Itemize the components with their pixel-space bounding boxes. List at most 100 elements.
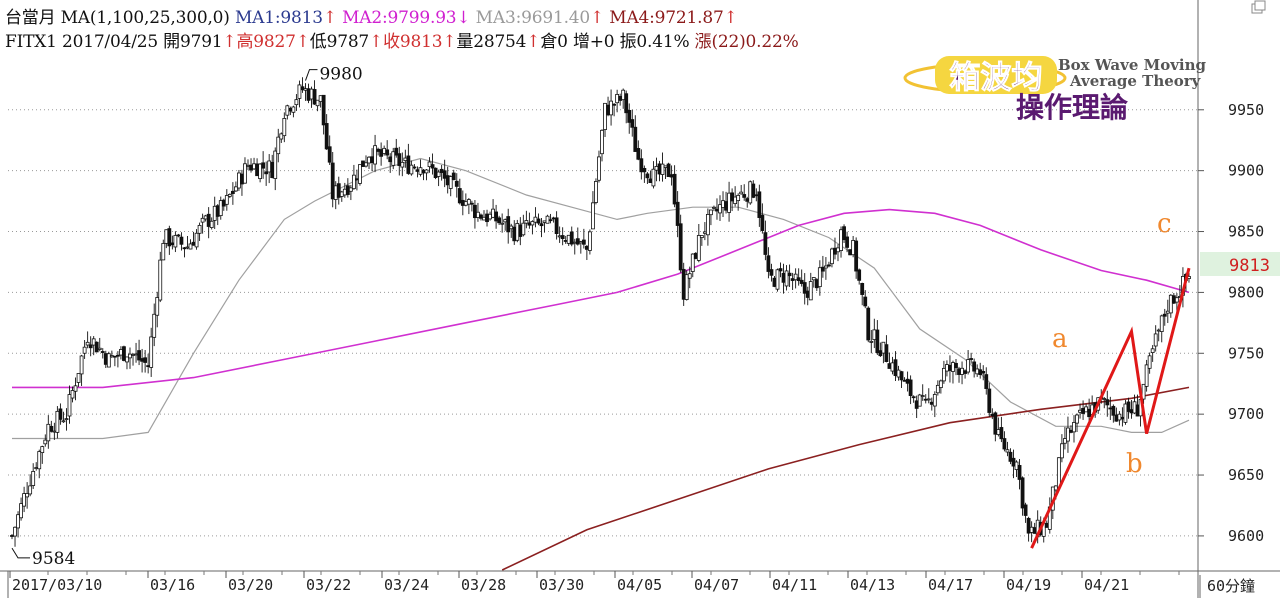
header-segment: ↓ [456, 8, 476, 28]
candle-body [264, 171, 269, 175]
window-restore-icon[interactable] [1250, 0, 1268, 16]
header-segment: ↑ [322, 8, 343, 28]
candle-body [612, 103, 617, 106]
candle-body [1147, 355, 1152, 369]
candle-body [103, 353, 108, 365]
candle-body [1105, 399, 1110, 406]
ma-long-line [501, 386, 1190, 571]
last-price-tag [1200, 252, 1280, 276]
candle-body [491, 208, 495, 218]
candle-body [1014, 461, 1019, 470]
candle-body [917, 394, 922, 407]
candle-body [115, 354, 120, 357]
header-segment: 低9787 [309, 32, 370, 52]
candle-body [872, 329, 877, 340]
candle-body [890, 362, 895, 372]
candle-body [627, 110, 632, 123]
candle-body [981, 371, 986, 374]
header-segment: 倉0 增+0 振0.41% [540, 32, 695, 52]
candle-body [469, 202, 474, 205]
header-segment: MA4:9721.87 [609, 8, 724, 28]
candle-body [506, 216, 511, 233]
candle-body [194, 232, 199, 248]
candle-body [1008, 451, 1013, 462]
candle-body [951, 362, 955, 372]
candle-body [929, 401, 934, 405]
candle-body [896, 369, 901, 378]
chart-annotations: 9980 9584 a b c 9813 [11, 64, 1280, 569]
candle-body [509, 225, 514, 230]
candle-body [766, 255, 771, 272]
y-tick-label: 9850 [1228, 223, 1264, 241]
candle-body [170, 242, 175, 246]
candle-body [13, 526, 17, 537]
candle-body [609, 100, 613, 116]
candle-body [497, 217, 502, 224]
candle-body [355, 178, 359, 181]
candle-body [757, 191, 762, 218]
candle-body [348, 187, 353, 192]
candle-body [255, 163, 259, 177]
candle-body [920, 395, 925, 397]
candle-body [1117, 413, 1122, 421]
candle-body [1026, 517, 1031, 534]
candle-body [699, 235, 704, 238]
candle-body [969, 358, 974, 360]
candle-body [227, 193, 232, 197]
candle-body [736, 194, 741, 202]
candle-body [70, 390, 75, 399]
candle-body [282, 118, 287, 137]
candle-body [457, 188, 462, 204]
candle-body [554, 217, 559, 235]
candle-body [258, 163, 263, 180]
x-tick-label: 04/17 [928, 576, 973, 594]
candle-body [294, 99, 299, 106]
candle-body [285, 105, 290, 116]
candle-body [412, 166, 417, 169]
candle-body [1120, 416, 1125, 420]
candle-body [391, 151, 396, 166]
candle-body [594, 181, 598, 203]
candle-body [158, 259, 163, 301]
ma-mid-line [12, 208, 1190, 389]
candle-body [1111, 405, 1116, 416]
candle-body [1150, 348, 1155, 353]
candle-body [578, 241, 583, 244]
candle-body [448, 176, 453, 189]
candle-body [1144, 364, 1149, 387]
candle-body [167, 228, 172, 247]
candle-body [406, 155, 411, 174]
candle-body [137, 350, 141, 361]
candle-body [932, 394, 937, 407]
candle-body [575, 238, 580, 245]
candle-body [424, 169, 429, 174]
candle-body [221, 199, 226, 207]
candle-body [49, 425, 54, 432]
candle-body [587, 231, 592, 251]
candle-body [984, 374, 989, 389]
candle-body [530, 221, 535, 226]
candle-body [306, 88, 311, 101]
candle-body [218, 200, 223, 217]
logo-english-2: Average Theory [1069, 72, 1202, 90]
candle-body [639, 158, 644, 173]
candle-body [693, 252, 698, 259]
candle-body [854, 240, 859, 272]
candle-body [106, 353, 111, 368]
candle-body [333, 185, 338, 200]
candle-body [1075, 414, 1079, 424]
candle-body [261, 162, 266, 169]
candle-body [415, 169, 420, 172]
candle-body [237, 172, 241, 189]
candle-body [548, 219, 553, 222]
candle-body [97, 347, 102, 350]
candle-body [476, 211, 480, 218]
candle-body [439, 168, 444, 173]
candle-body [651, 168, 656, 187]
candle-body [878, 350, 883, 357]
candle-body [805, 290, 810, 298]
candle-body [128, 353, 132, 359]
candle-body [702, 231, 707, 234]
candle-body [1066, 427, 1070, 442]
